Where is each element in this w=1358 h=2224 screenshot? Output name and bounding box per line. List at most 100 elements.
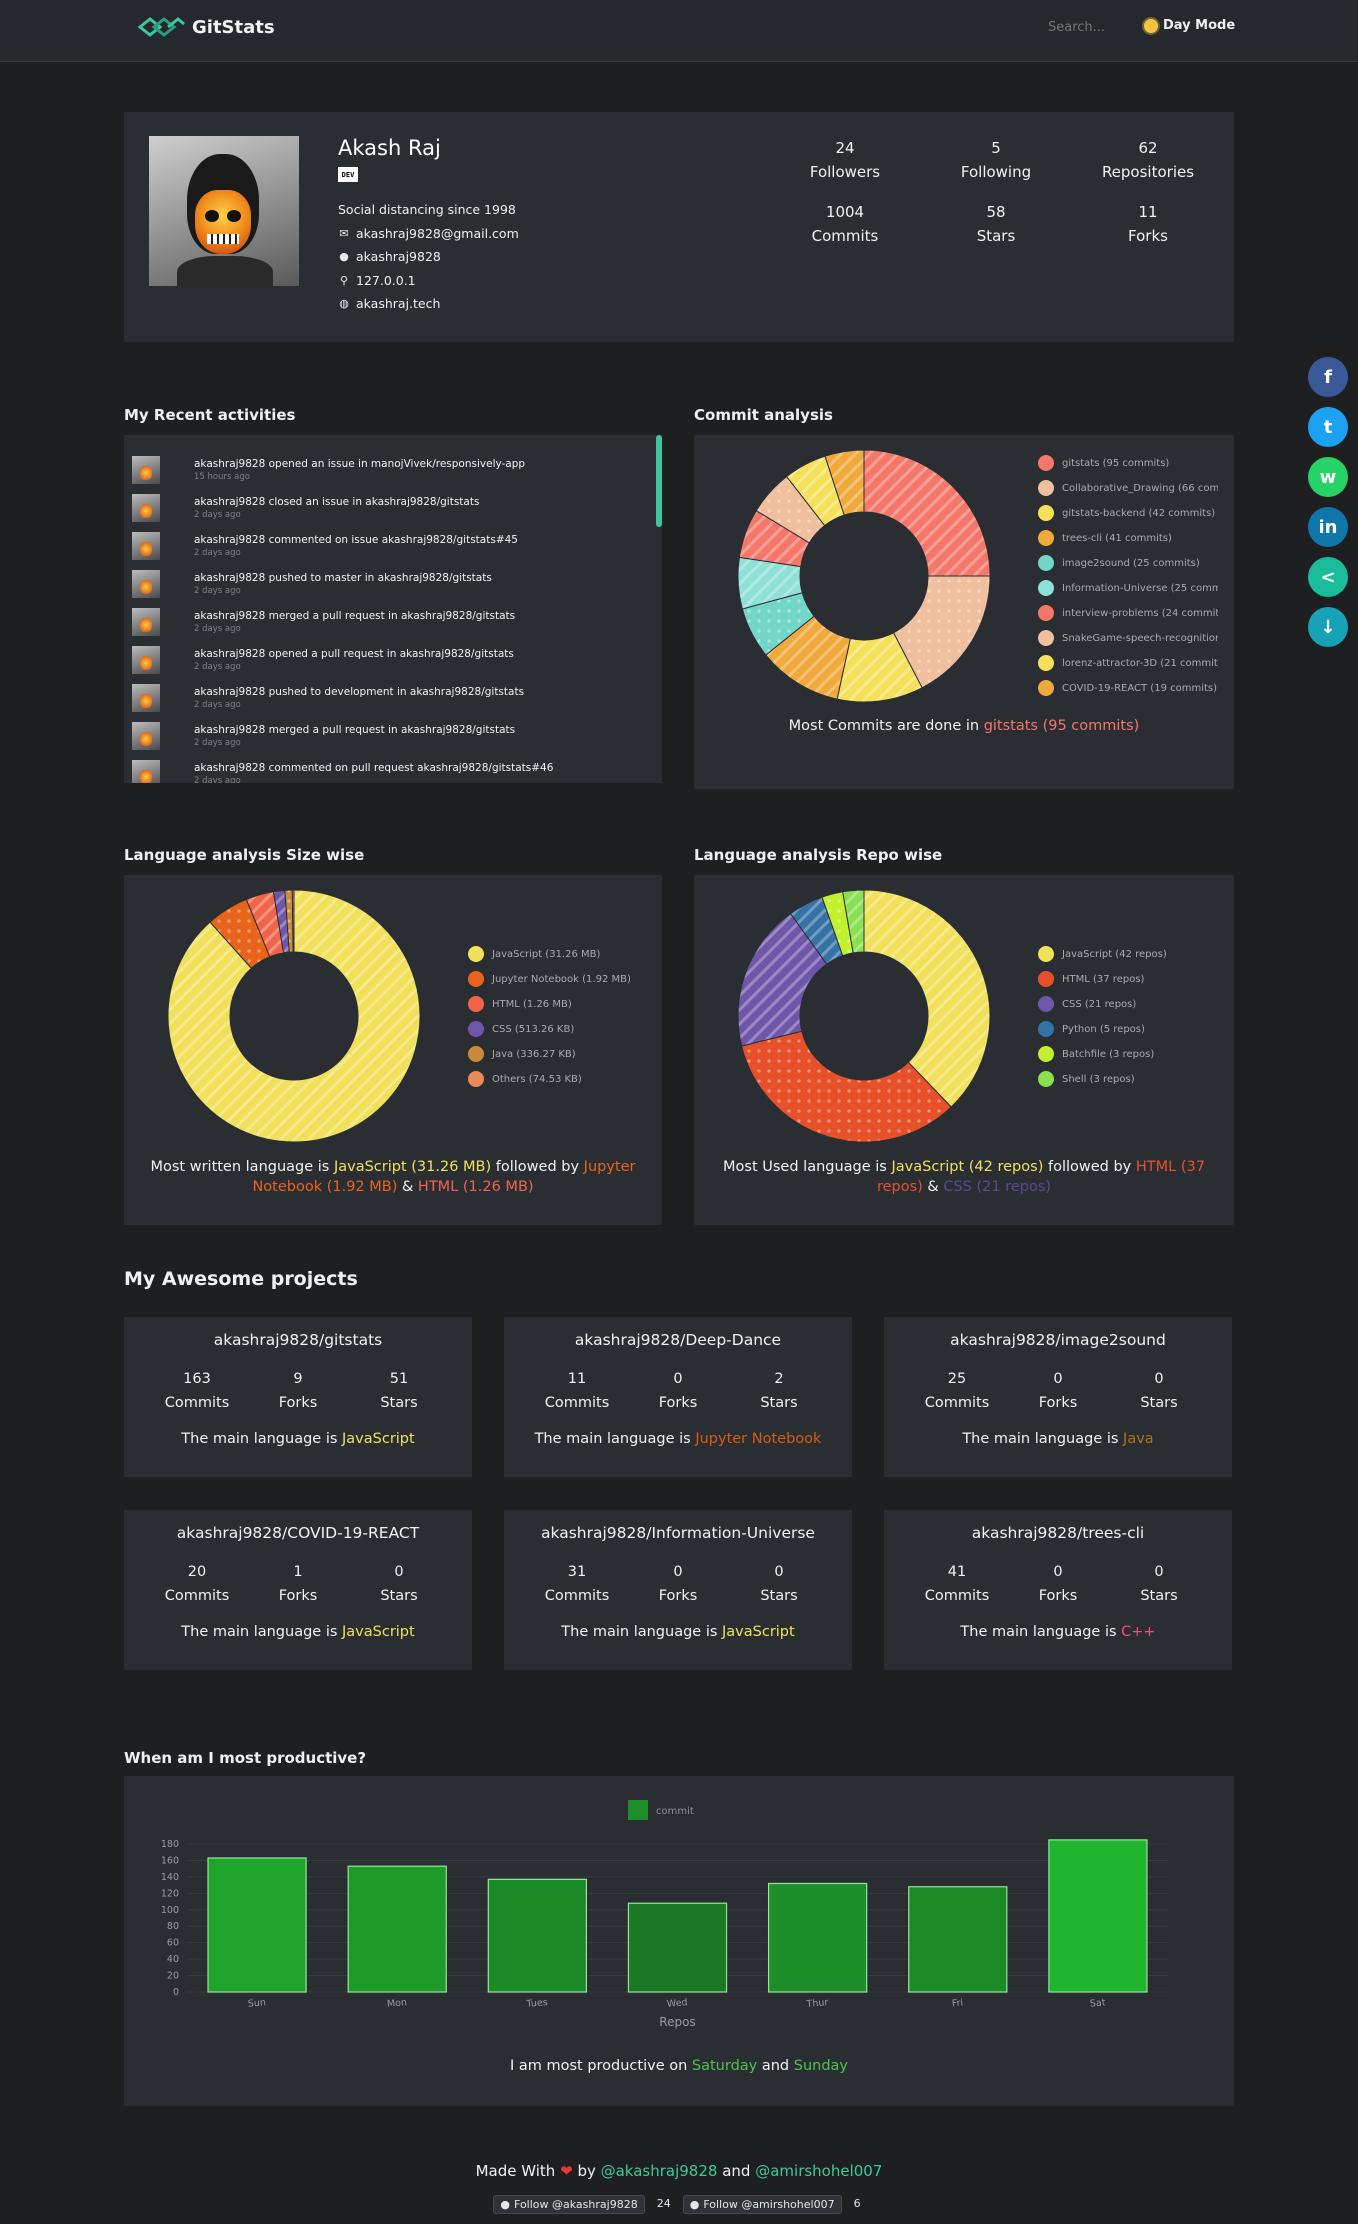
bar-thur[interactable] bbox=[767, 1882, 868, 1993]
pie-slice[interactable] bbox=[842, 889, 865, 954]
project-name[interactable]: akashraj9828/image2sound bbox=[950, 1331, 1166, 1349]
project-name[interactable]: akashraj9828/Information-Universe bbox=[541, 1524, 815, 1542]
legend-item[interactable]: Batchfile (3 repos) bbox=[1038, 1046, 1218, 1062]
legend-label: image2sound (25 commits) bbox=[1062, 557, 1200, 569]
share-share-button[interactable]: < bbox=[1308, 557, 1348, 597]
legend-label: HTML (1.26 MB) bbox=[492, 998, 572, 1010]
project-name[interactable]: akashraj9828/gitstats bbox=[213, 1331, 383, 1349]
project-name[interactable]: akashraj9828/Deep-Dance bbox=[574, 1331, 782, 1349]
legend-item[interactable]: Information-Universe (25 commits) bbox=[1038, 580, 1218, 596]
project-card[interactable]: akashraj9828/image2sound 25 Commits 0 Forks 0… bbox=[884, 1317, 1232, 1477]
activity-item[interactable]: akashraj9828 pushed to development in ak… bbox=[132, 681, 652, 719]
legend-swatch bbox=[1038, 555, 1054, 571]
size-summary: Most written language is JavaScript (31.… bbox=[150, 1159, 636, 1195]
project-language-name: C++ bbox=[1121, 1624, 1156, 1640]
legend-swatch bbox=[468, 996, 484, 1012]
follow-user2-button[interactable]: ● Follow @amirshohel007 bbox=[682, 2195, 842, 2214]
bar-sun[interactable] bbox=[207, 1857, 307, 1993]
legend-item[interactable]: CSS (21 repos) bbox=[1038, 996, 1218, 1012]
globe-icon: ◍ bbox=[339, 297, 349, 310]
activity-item[interactable]: akashraj9828 commented on issue akashraj… bbox=[132, 529, 652, 567]
project-card[interactable]: akashraj9828/trees-cli 41 Commits 0 Forks 0 St… bbox=[884, 1510, 1232, 1670]
bar-legend-label[interactable]: commit bbox=[656, 1806, 694, 1817]
linkedin-share-button[interactable]: in bbox=[1308, 507, 1348, 547]
profile-name: Akash Raj bbox=[338, 136, 441, 160]
bar-mon[interactable] bbox=[347, 1865, 447, 1993]
activity-list[interactable]: akashraj9828 opened an issue in manojViv… bbox=[124, 435, 662, 783]
whatsapp-share-button[interactable]: w bbox=[1308, 457, 1348, 497]
legend-item[interactable]: CSS (513.26 KB) bbox=[468, 1021, 658, 1037]
bar-wed[interactable] bbox=[627, 1902, 728, 1993]
activity-item[interactable]: akashraj9828 opened a pull request in ak… bbox=[132, 643, 652, 681]
activity-item[interactable]: akashraj9828 commented on pull request a… bbox=[132, 757, 652, 783]
legend-item[interactable]: gitstats-backend (42 commits) bbox=[1038, 505, 1218, 521]
legend-item[interactable]: Python (5 repos) bbox=[1038, 1021, 1218, 1037]
bar-tues[interactable] bbox=[487, 1878, 588, 1993]
day-mode-toggle[interactable]: Day Mode bbox=[1144, 18, 1235, 33]
activity-item[interactable]: akashraj9828 closed an issue in akashraj… bbox=[132, 491, 652, 529]
legend-swatch bbox=[1038, 480, 1054, 496]
legend-item[interactable]: Jupyter Notebook (1.92 MB) bbox=[468, 971, 658, 987]
legend-item[interactable]: trees-cli (41 commits) bbox=[1038, 530, 1218, 546]
legend-item[interactable]: SnakeGame-speech-recognition bbox=[1038, 630, 1218, 646]
pie-slice[interactable] bbox=[167, 889, 421, 1143]
commit-summary-highlight[interactable]: gitstats (95 commits) bbox=[983, 718, 1140, 734]
brand[interactable]: GitStats bbox=[138, 16, 275, 38]
footer-user1-link[interactable]: @akashraj9828 bbox=[600, 2162, 718, 2180]
project-card[interactable]: akashraj9828/Information-Universe 31 Commi… bbox=[504, 1510, 852, 1670]
activity-item[interactable]: akashraj9828 pushed to master in akashra… bbox=[132, 567, 652, 605]
commit-summary: Most Commits are done in gitstats (95 co… bbox=[788, 718, 1140, 734]
facebook-share-button[interactable]: f bbox=[1308, 357, 1348, 397]
legend-item[interactable]: image2sound (25 commits) bbox=[1038, 555, 1218, 571]
project-card[interactable]: akashraj9828/Deep-Dance 11 Commits 0 Forks 2 S… bbox=[504, 1317, 852, 1477]
project-language: The main language is JavaScript bbox=[181, 1624, 415, 1640]
navbar: GitStats Day Mode bbox=[0, 0, 1358, 62]
commit-pie-chart bbox=[737, 449, 991, 703]
dev-badge[interactable]: DEV bbox=[338, 167, 358, 182]
pie-slice[interactable] bbox=[863, 889, 991, 1108]
project-name[interactable]: akashraj9828/COVID-19-REACT bbox=[176, 1524, 420, 1542]
activity-item[interactable]: akashraj9828 merged a pull request in ak… bbox=[132, 605, 652, 643]
activity-scrollbar[interactable] bbox=[656, 435, 662, 527]
profile-website[interactable]: ◍ akashraj.tech bbox=[339, 296, 441, 311]
project-stat-label: Forks bbox=[658, 1588, 698, 1604]
pie-slice[interactable] bbox=[741, 1030, 952, 1143]
project-card[interactable]: akashraj9828/gitstats 163 Commits 9 Forks 51 S… bbox=[124, 1317, 472, 1477]
profile-github[interactable]: ● akashraj9828 bbox=[339, 249, 441, 264]
profile-email[interactable]: ✉ akashraj9828@gmail.com bbox=[339, 226, 519, 241]
legend-item[interactable]: lorenz-attractor-3D (21 commits) bbox=[1038, 655, 1218, 671]
legend-label: Python (5 repos) bbox=[1062, 1023, 1145, 1035]
project-stat-value: 0 bbox=[1154, 1564, 1164, 1580]
profile-card bbox=[124, 112, 1234, 342]
project-card[interactable]: akashraj9828/COVID-19-REACT 20 Commits 1 For… bbox=[124, 1510, 472, 1670]
pie-slice[interactable] bbox=[737, 912, 828, 1047]
project-forks: 0 Forks bbox=[623, 1367, 733, 1415]
project-name[interactable]: akashraj9828/trees-cli bbox=[971, 1524, 1145, 1542]
follow-user1-button[interactable]: ● Follow @akashraj9828 bbox=[493, 2195, 645, 2214]
pie-slice[interactable] bbox=[291, 889, 295, 953]
bar-fri[interactable] bbox=[908, 1886, 1008, 1993]
activity-item[interactable]: akashraj9828 opened an issue in manojViv… bbox=[132, 453, 652, 491]
legend-item[interactable]: Collaborative_Drawing (66 commits) bbox=[1038, 480, 1218, 496]
twitter-share-button[interactable]: t bbox=[1308, 407, 1348, 447]
activity-item[interactable]: akashraj9828 merged a pull request in ak… bbox=[132, 719, 652, 757]
sun-icon bbox=[1144, 18, 1158, 33]
legend-item[interactable]: Others (74.53 KB) bbox=[468, 1071, 658, 1087]
legend-item[interactable]: JavaScript (42 repos) bbox=[1038, 946, 1218, 962]
search-input[interactable] bbox=[1048, 20, 1138, 35]
download-share-button[interactable]: ↓ bbox=[1308, 607, 1348, 647]
legend-item[interactable]: Java (336.27 KB) bbox=[468, 1046, 658, 1062]
pie-slice[interactable] bbox=[863, 449, 991, 577]
legend-item[interactable]: HTML (37 repos) bbox=[1038, 971, 1218, 987]
footer-user2-link[interactable]: @amirshohel007 bbox=[755, 2162, 883, 2180]
legend-item[interactable]: gitstats (95 commits) bbox=[1038, 455, 1218, 471]
legend-item[interactable]: COVID-19-REACT (19 commits) bbox=[1038, 680, 1218, 696]
legend-item[interactable]: JavaScript (31.26 MB) bbox=[468, 946, 658, 962]
legend-item[interactable]: interview-problems (24 commits) bbox=[1038, 605, 1218, 621]
legend-swatch bbox=[468, 1071, 484, 1087]
pie-slice[interactable] bbox=[824, 449, 865, 516]
legend-item[interactable]: Shell (3 repos) bbox=[1038, 1071, 1218, 1087]
project-stars: 0 Stars bbox=[1104, 1367, 1214, 1415]
bar-sat[interactable] bbox=[1048, 1839, 1148, 1993]
legend-item[interactable]: HTML (1.26 MB) bbox=[468, 996, 658, 1012]
